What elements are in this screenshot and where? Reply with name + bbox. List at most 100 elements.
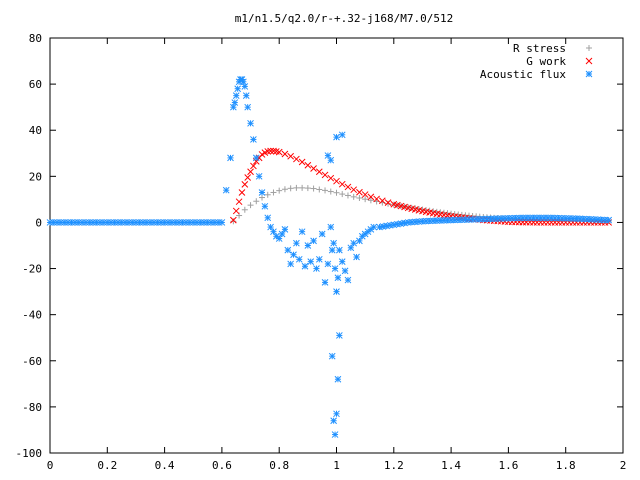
data-point-outlier — [330, 417, 337, 425]
data-point — [287, 260, 295, 268]
data-point — [244, 174, 252, 181]
data-point — [367, 197, 374, 204]
data-point — [264, 214, 272, 222]
data-point — [339, 191, 346, 198]
data-point — [321, 171, 329, 179]
data-point — [370, 223, 378, 231]
data-point — [247, 202, 254, 209]
x-tick-label: 1 — [333, 459, 340, 472]
data-point — [310, 185, 317, 192]
x-tick-label: 1.4 — [441, 459, 461, 472]
data-point-outlier — [334, 375, 342, 383]
data-point — [426, 217, 433, 225]
data-point — [333, 189, 340, 196]
data-point — [605, 216, 613, 224]
data-point — [241, 83, 249, 90]
data-point — [341, 267, 349, 275]
x-tick-label: 0.8 — [269, 459, 289, 472]
data-point — [231, 99, 239, 106]
data-point — [218, 219, 226, 226]
data-point — [344, 276, 352, 284]
data-point — [293, 155, 300, 163]
data-point — [307, 258, 315, 265]
data-point — [258, 189, 266, 196]
data-point — [362, 196, 369, 203]
data-point — [385, 200, 392, 207]
axis-ticks — [49, 37, 624, 454]
data-point — [293, 184, 300, 191]
data-point — [301, 262, 309, 270]
y-tick-label: 20 — [29, 170, 42, 183]
y-tick-label: 40 — [29, 124, 42, 137]
data-point-outlier — [336, 332, 343, 339]
legend-marker — [585, 57, 593, 65]
data-point — [379, 223, 387, 230]
data-point — [378, 197, 386, 205]
data-point — [321, 279, 329, 286]
y-tick-label: -60 — [22, 355, 42, 368]
data-point — [281, 150, 289, 158]
data-point — [242, 92, 250, 99]
data-point — [240, 78, 247, 86]
data-point — [222, 186, 230, 194]
data-point — [241, 181, 249, 188]
data-point-outlier — [327, 156, 335, 164]
data-point — [310, 237, 317, 245]
data-point — [350, 193, 357, 200]
x-tick-label: 0.4 — [155, 459, 175, 472]
legend-marker — [586, 45, 592, 51]
series-layer — [46, 76, 613, 438]
data-point — [304, 185, 311, 192]
data-point — [267, 147, 274, 155]
data-point — [295, 255, 303, 263]
data-point — [327, 188, 334, 195]
x-tick-labels: 0 0.2 0.4 0.6 0.8 1 1.2 1.4 1.6 1.8 2 — [47, 459, 627, 472]
data-point — [338, 258, 346, 265]
data-point — [324, 260, 332, 268]
data-point-outlier — [328, 352, 336, 360]
data-point — [227, 154, 234, 162]
x-tick-label: 0 — [47, 459, 54, 472]
data-point — [230, 216, 237, 224]
data-point — [384, 199, 392, 206]
x-tick-label: 0.2 — [97, 459, 117, 472]
legend-label: G work — [526, 55, 566, 68]
data-point — [247, 168, 254, 176]
data-point — [334, 274, 342, 282]
data-point — [290, 251, 297, 259]
data-point — [330, 239, 337, 247]
data-point — [232, 92, 240, 99]
data-point — [259, 194, 266, 201]
data-point — [327, 174, 335, 182]
data-point — [244, 103, 252, 111]
data-point — [373, 195, 380, 203]
data-point — [350, 186, 358, 194]
data-point — [258, 151, 266, 158]
data-point — [275, 235, 283, 242]
data-point — [287, 152, 295, 160]
data-point — [230, 103, 237, 111]
data-point — [281, 186, 288, 193]
data-point — [347, 244, 355, 252]
data-point — [275, 148, 283, 156]
data-point — [328, 246, 336, 254]
x-tick-label: 1.6 — [498, 459, 518, 472]
data-point — [247, 119, 254, 127]
y-tick-label: 60 — [29, 78, 42, 91]
data-point — [230, 218, 237, 225]
y-tick-label: -80 — [22, 401, 42, 414]
data-point — [293, 239, 300, 247]
data-point — [367, 193, 375, 201]
data-point — [270, 189, 277, 196]
data-point — [318, 230, 326, 238]
data-point — [333, 177, 340, 185]
data-point — [344, 183, 352, 191]
data-point-outlier — [324, 152, 332, 159]
data-point — [281, 226, 289, 233]
data-point — [313, 265, 320, 272]
data-point — [261, 202, 269, 210]
y-tick-label: -20 — [22, 263, 42, 276]
x-tick-label: 2 — [620, 459, 627, 472]
data-point — [298, 158, 306, 166]
